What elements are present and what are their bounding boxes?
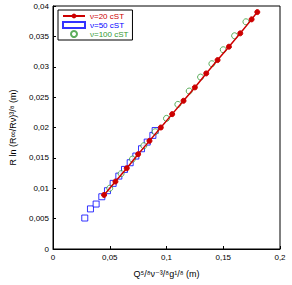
svg-text:ν=20 cST: ν=20 cST [90, 12, 124, 21]
svg-text:0,015: 0,015 [29, 153, 50, 162]
svg-text:ν=100 cST: ν=100 cST [90, 30, 129, 39]
svg-text:0,035: 0,035 [29, 32, 50, 41]
svg-text:0,03: 0,03 [33, 62, 49, 71]
svg-text:0,15: 0,15 [215, 253, 231, 262]
svg-text:0,1: 0,1 [161, 253, 173, 262]
svg-text:0,2: 0,2 [274, 253, 286, 262]
svg-text:0,05: 0,05 [102, 253, 118, 262]
svg-text:0,02: 0,02 [33, 123, 49, 132]
svg-text:0,005: 0,005 [29, 214, 50, 223]
svg-text:0: 0 [51, 253, 56, 262]
svg-text:0,01: 0,01 [33, 184, 49, 193]
svg-text:0,04: 0,04 [33, 2, 49, 11]
svg-text:0: 0 [45, 245, 50, 254]
svg-text:R ln (R∞/Rν)³/⁸ (m): R ln (R∞/Rν)³/⁸ (m) [8, 89, 18, 165]
svg-text:0,025: 0,025 [29, 93, 50, 102]
svg-text:ν=50 cST: ν=50 cST [90, 21, 124, 30]
svg-text:Q⁵/⁸ν⁻³/⁸g¹/⁸ (m): Q⁵/⁸ν⁻³/⁸g¹/⁸ (m) [134, 269, 200, 279]
